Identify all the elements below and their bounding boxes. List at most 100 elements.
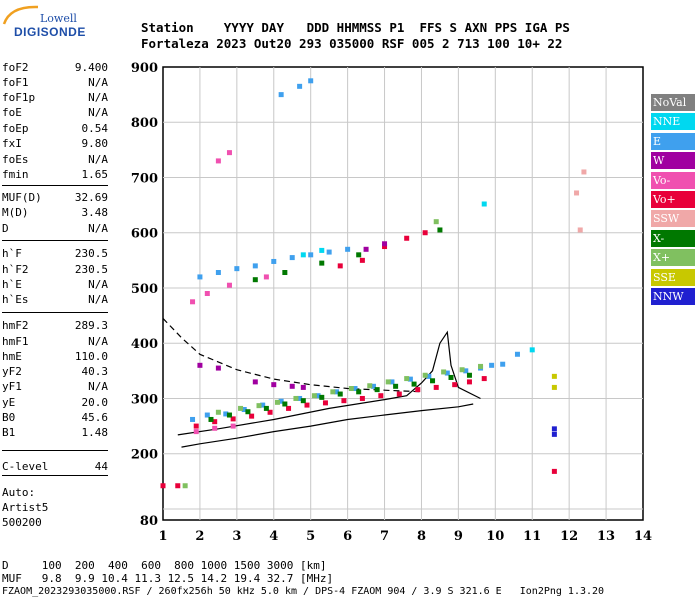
x-tick-label: 11 xyxy=(523,529,541,544)
legend-item-x-: X- xyxy=(651,229,695,247)
data-point-e xyxy=(326,249,332,255)
header-row-2: Fortaleza 2023 Out20 293 035000 RSF 005 … xyxy=(141,36,563,51)
data-point-e xyxy=(426,373,432,379)
param-value: N/A xyxy=(88,153,108,166)
legend-item-sse: SSE xyxy=(651,268,695,286)
data-point-x- xyxy=(263,405,269,411)
data-point-e xyxy=(252,263,258,269)
param-row: D N/A xyxy=(2,221,108,236)
data-point-x- xyxy=(385,379,391,385)
data-point-nnw xyxy=(551,431,557,437)
data-point-e xyxy=(190,416,196,422)
data-point-vo- xyxy=(230,416,236,422)
data-point-vo- xyxy=(415,387,421,393)
data-point-e xyxy=(345,246,351,252)
data-point-x- xyxy=(478,363,484,369)
param-separator xyxy=(2,312,108,313)
param-row: C-level 44 xyxy=(2,459,108,474)
param-row: h`F2 230.5 xyxy=(2,262,108,277)
data-point-vo- xyxy=(286,405,292,411)
data-point-x- xyxy=(422,372,428,378)
data-point-x- xyxy=(319,394,325,400)
data-point-ssw xyxy=(581,169,587,175)
logo-text-main: DIGISONDE xyxy=(14,25,86,39)
param-key: hmF1 xyxy=(2,335,29,348)
data-point-x- xyxy=(437,227,443,233)
logo-swoosh-icon xyxy=(2,5,39,25)
data-point-vo- xyxy=(481,376,487,382)
param-key: fxI xyxy=(2,137,22,150)
legend-item-e: E xyxy=(651,132,695,150)
y-tick-label: 600 xyxy=(131,227,158,242)
param-value: 9.80 xyxy=(81,137,109,150)
param-value: 230.5 xyxy=(74,247,108,260)
y-tick-label: 700 xyxy=(131,171,158,186)
param-key: h`F xyxy=(2,247,22,260)
data-point-e xyxy=(278,398,284,404)
data-point-x- xyxy=(300,398,306,404)
param-row: foEp 0.54 xyxy=(2,121,108,136)
x-tick-label: 6 xyxy=(343,529,352,544)
param-key: fmin xyxy=(2,168,29,181)
param-value: N/A xyxy=(88,76,108,89)
data-point-e xyxy=(489,362,495,368)
param-key: C-level xyxy=(2,460,49,473)
data-point-vo- xyxy=(382,244,388,250)
param-key: D xyxy=(2,222,9,235)
param-value: 32.69 xyxy=(74,191,108,204)
data-point-vo- xyxy=(249,413,255,419)
data-point-e xyxy=(297,395,303,401)
y-tick-label: 80 xyxy=(140,514,158,529)
param-key: foE xyxy=(2,106,22,119)
param-value: 110.0 xyxy=(74,350,108,363)
ionogram-chart: 1 2 3 4 5 6 7 8 9 10 11 12 13 14900800700600500400300… xyxy=(131,61,652,544)
data-point-nnw xyxy=(551,426,557,432)
data-point-e xyxy=(407,376,413,382)
data-point-ssw xyxy=(574,190,580,196)
param-row: h`Es N/A xyxy=(2,292,108,307)
param-key: hmE xyxy=(2,350,22,363)
param-separator xyxy=(2,240,108,241)
param-value: N/A xyxy=(88,335,108,348)
param-row: M(D) 3.48 xyxy=(2,205,108,220)
logo-text-top: Lowell xyxy=(40,12,77,25)
data-point-vo- xyxy=(452,382,458,388)
data-point-vo- xyxy=(226,150,232,156)
data-point-w xyxy=(382,241,388,247)
x-tick-label: 7 xyxy=(380,529,389,544)
param-separator xyxy=(2,450,108,451)
x-tick-label: 5 xyxy=(306,529,315,544)
param-row: foF1 N/A xyxy=(2,75,108,90)
data-point-vo- xyxy=(359,257,365,263)
param-row: B1 1.48 xyxy=(2,425,108,440)
data-point-e xyxy=(308,252,314,258)
data-point-x- xyxy=(356,252,362,258)
data-point-x- xyxy=(282,401,288,407)
x-tick-label: 10 xyxy=(486,529,504,544)
x-tick-label: 12 xyxy=(560,529,578,544)
data-point-e xyxy=(514,351,520,357)
x-tick-label: 13 xyxy=(597,529,615,544)
param-separator xyxy=(2,475,108,476)
data-point-x- xyxy=(433,219,439,225)
x-tick-label: 3 xyxy=(232,529,241,544)
param-value: 1.48 xyxy=(81,426,109,439)
param-row: hmF2 289.3 xyxy=(2,318,108,333)
param-row: yF1 N/A xyxy=(2,379,108,394)
data-point-x- xyxy=(430,378,436,384)
data-point-vo- xyxy=(359,395,365,401)
data-point-vo- xyxy=(212,425,218,431)
data-point-x- xyxy=(311,393,317,399)
x-tick-label: 8 xyxy=(417,529,426,544)
data-point-x- xyxy=(367,383,373,389)
data-point-e xyxy=(444,370,450,376)
data-point-x- xyxy=(441,369,447,375)
legend-item-nne: NNE xyxy=(651,113,695,131)
header-row-1: Station YYYY DAY DDD HHMMSS P1 FFS S AXN… xyxy=(141,20,570,35)
distance-row: D 100 200 400 600 800 1000 1500 3000 [km… xyxy=(2,559,327,572)
data-point-vo- xyxy=(226,282,232,288)
param-key: foF1 xyxy=(2,76,29,89)
param-row: yE 20.0 xyxy=(2,395,108,410)
param-key: hmF2 xyxy=(2,319,29,332)
data-point-nne xyxy=(300,252,306,258)
